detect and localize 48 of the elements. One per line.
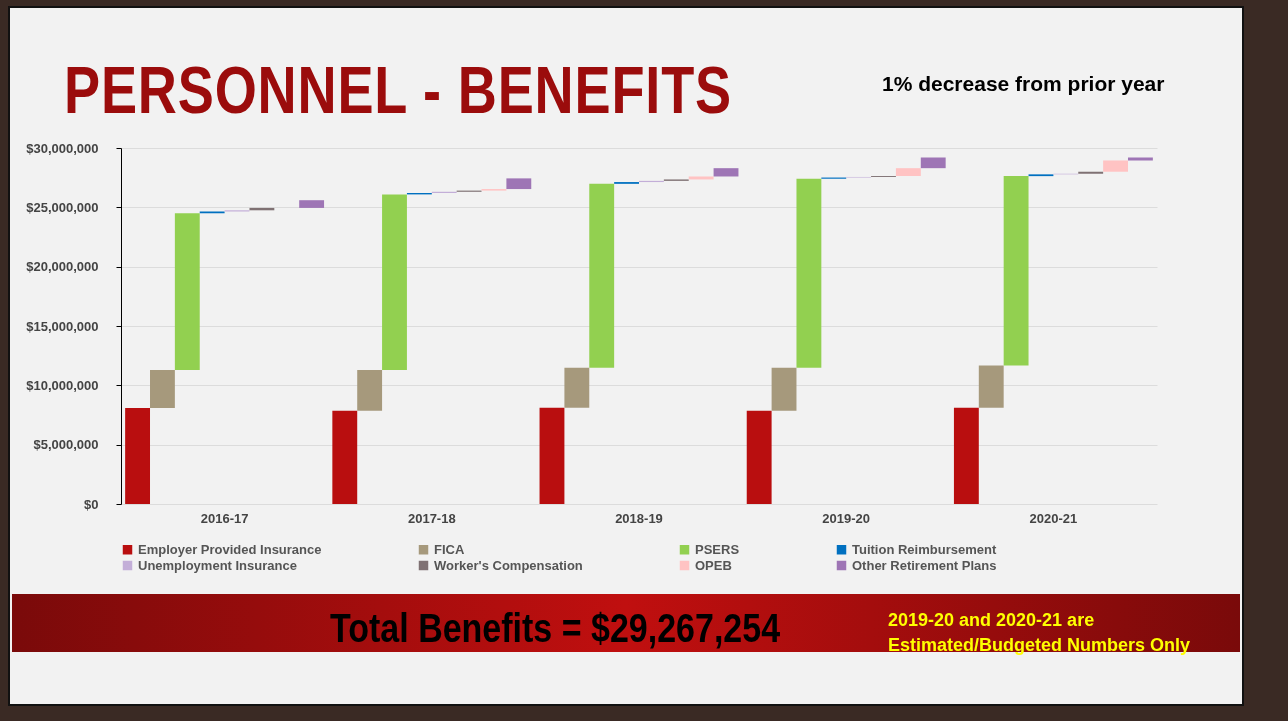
- bar: [796, 178, 822, 368]
- legend-label: Worker's Compensation: [434, 557, 583, 573]
- bar: [1003, 176, 1029, 366]
- legend-label: Employer Provided Insurance: [138, 541, 322, 557]
- legend-label: OPEB: [695, 557, 732, 573]
- bar: [920, 157, 946, 169]
- chart-title: PERSONNEL - BENEFITS: [64, 52, 732, 128]
- bar: [746, 410, 772, 504]
- x-tick-label: 2020-21: [1029, 510, 1078, 526]
- bar: [332, 410, 358, 504]
- text: Total Benefits = $29,267,254: [330, 606, 781, 651]
- bar: [125, 407, 151, 504]
- legend-label: PSERS: [695, 541, 740, 557]
- x-tick-label: 2019-20: [822, 510, 871, 526]
- bar: [564, 367, 590, 408]
- bar: [713, 168, 739, 177]
- x-tick-label: 2018-19: [615, 510, 663, 526]
- bar: [174, 213, 200, 370]
- y-tick-label: $5,000,000: [33, 437, 99, 453]
- bar: [506, 178, 532, 190]
- x-tick-label: 2017-18: [407, 510, 456, 526]
- y-tick-label: $15,000,000: [26, 318, 99, 334]
- bar: [895, 168, 921, 177]
- y-tick-label: $20,000,000: [26, 259, 99, 275]
- bar: [299, 200, 325, 208]
- bar: [589, 183, 615, 368]
- bar: [978, 365, 1004, 408]
- text: 2019-20 and 2020-21 are Estimated/Budgeted Numbers Only: [888, 609, 1192, 657]
- bar: [150, 369, 175, 408]
- y-tick-label: $0: [84, 496, 99, 512]
- bar: [1078, 171, 1104, 174]
- y-tick-label: $30,000,000: [26, 140, 99, 156]
- bar: [953, 407, 979, 504]
- legend-label: Unemployment Insurance: [138, 557, 297, 573]
- bar: [382, 194, 407, 371]
- y-tick-label: $25,000,000: [26, 199, 99, 215]
- legend-label: FICA: [434, 541, 465, 557]
- bar: [357, 370, 383, 411]
- bar: [771, 367, 797, 411]
- bar: [1103, 160, 1128, 172]
- legend-label: Other Retirement Plans: [852, 557, 997, 573]
- legend-label: Tuition Reimbursement: [852, 541, 997, 557]
- text: 1% decrease from prior year: [882, 72, 1165, 96]
- bar: [1127, 157, 1153, 161]
- bar: [539, 407, 565, 504]
- y-tick-label: $10,000,000: [26, 377, 99, 393]
- x-tick-label: 2016-17: [200, 510, 249, 526]
- bar: [688, 176, 714, 180]
